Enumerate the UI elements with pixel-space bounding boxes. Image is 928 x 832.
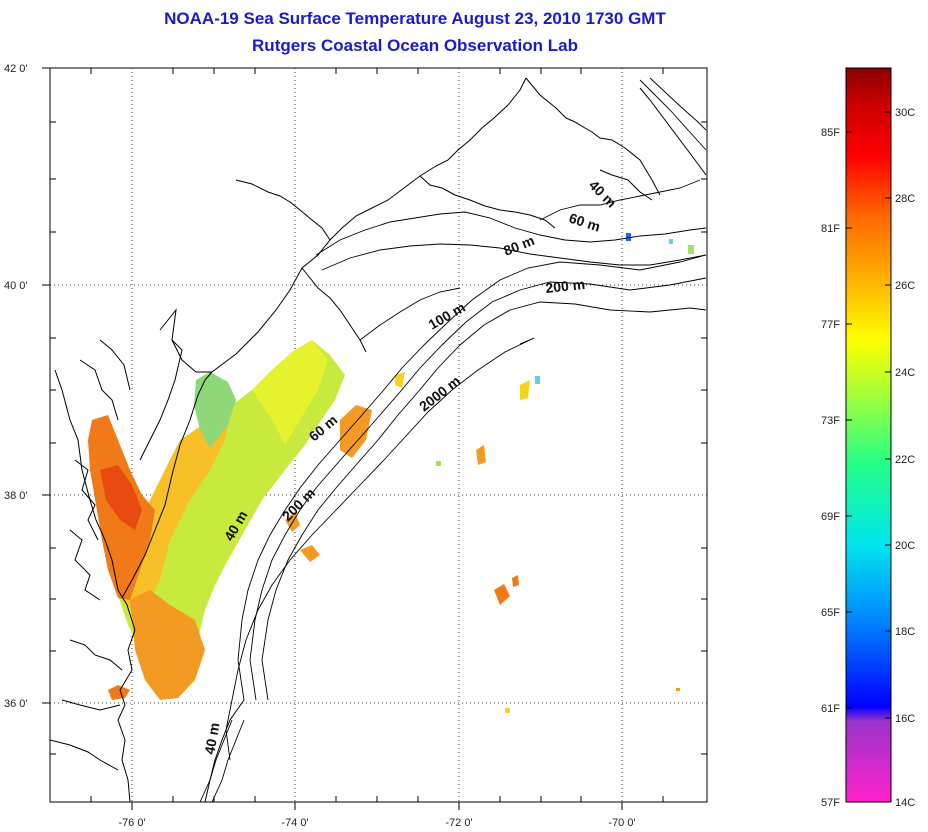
coastline [50, 77, 707, 802]
colorbar-f-label: 77F [821, 319, 840, 331]
lon-tick-label: -72 0' [445, 817, 472, 829]
lon-tick-label: -70 0' [608, 817, 635, 829]
graticule [50, 68, 707, 802]
isobath-contours [199, 77, 707, 802]
colorbar-c-label: 28C [895, 193, 915, 205]
temperature-colorbar: 85F 81F 77F 73F 69F 65F 61F 57F 30C 28C … [821, 67, 915, 809]
colorbar-f-label: 69F [821, 511, 840, 523]
map-subtitle: Rutgers Coastal Ocean Observation Lab [252, 36, 578, 55]
colorbar-c-label: 14C [895, 797, 915, 809]
colorbar-f-label: 57F [821, 797, 840, 809]
colorbar-f-label: 81F [821, 223, 840, 235]
colorbar-c-label: 20C [895, 540, 915, 552]
map-title: NOAA-19 Sea Surface Temperature August 2… [164, 9, 666, 28]
colorbar-f-label: 85F [821, 127, 840, 139]
lon-tick-label: -76 0' [118, 817, 145, 829]
map-frame [49, 67, 708, 803]
lon-tick-label: -74 0' [281, 817, 308, 829]
colorbar-c-label: 22C [895, 454, 915, 466]
isobath-label: 200 m [545, 276, 586, 296]
isobath-label: 40 m [201, 721, 222, 755]
lat-tick-label: 42 0' [4, 63, 28, 75]
colorbar-gradient [845, 67, 892, 803]
sst-data-layer [88, 233, 694, 713]
colorbar-c-label: 18C [895, 626, 915, 638]
colorbar-c-label: 30C [895, 107, 915, 119]
lat-tick-label: 36 0' [4, 698, 28, 710]
colorbar-c-label: 24C [895, 367, 915, 379]
lat-tick-label: 38 0' [4, 490, 28, 502]
longitude-labels: -76 0' -74 0' -72 0' -70 0' [118, 817, 635, 829]
frame-ticks [42, 67, 707, 810]
lat-tick-label: 40 0' [4, 280, 28, 292]
colorbar-f-label: 65F [821, 607, 840, 619]
colorbar-f-label: 73F [821, 415, 840, 427]
colorbar-c-label: 16C [895, 713, 915, 725]
colorbar-c-label: 26C [895, 280, 915, 292]
latitude-labels: 42 0' 40 0' 38 0' 36 0' [4, 63, 28, 710]
colorbar-f-label: 61F [821, 703, 840, 715]
